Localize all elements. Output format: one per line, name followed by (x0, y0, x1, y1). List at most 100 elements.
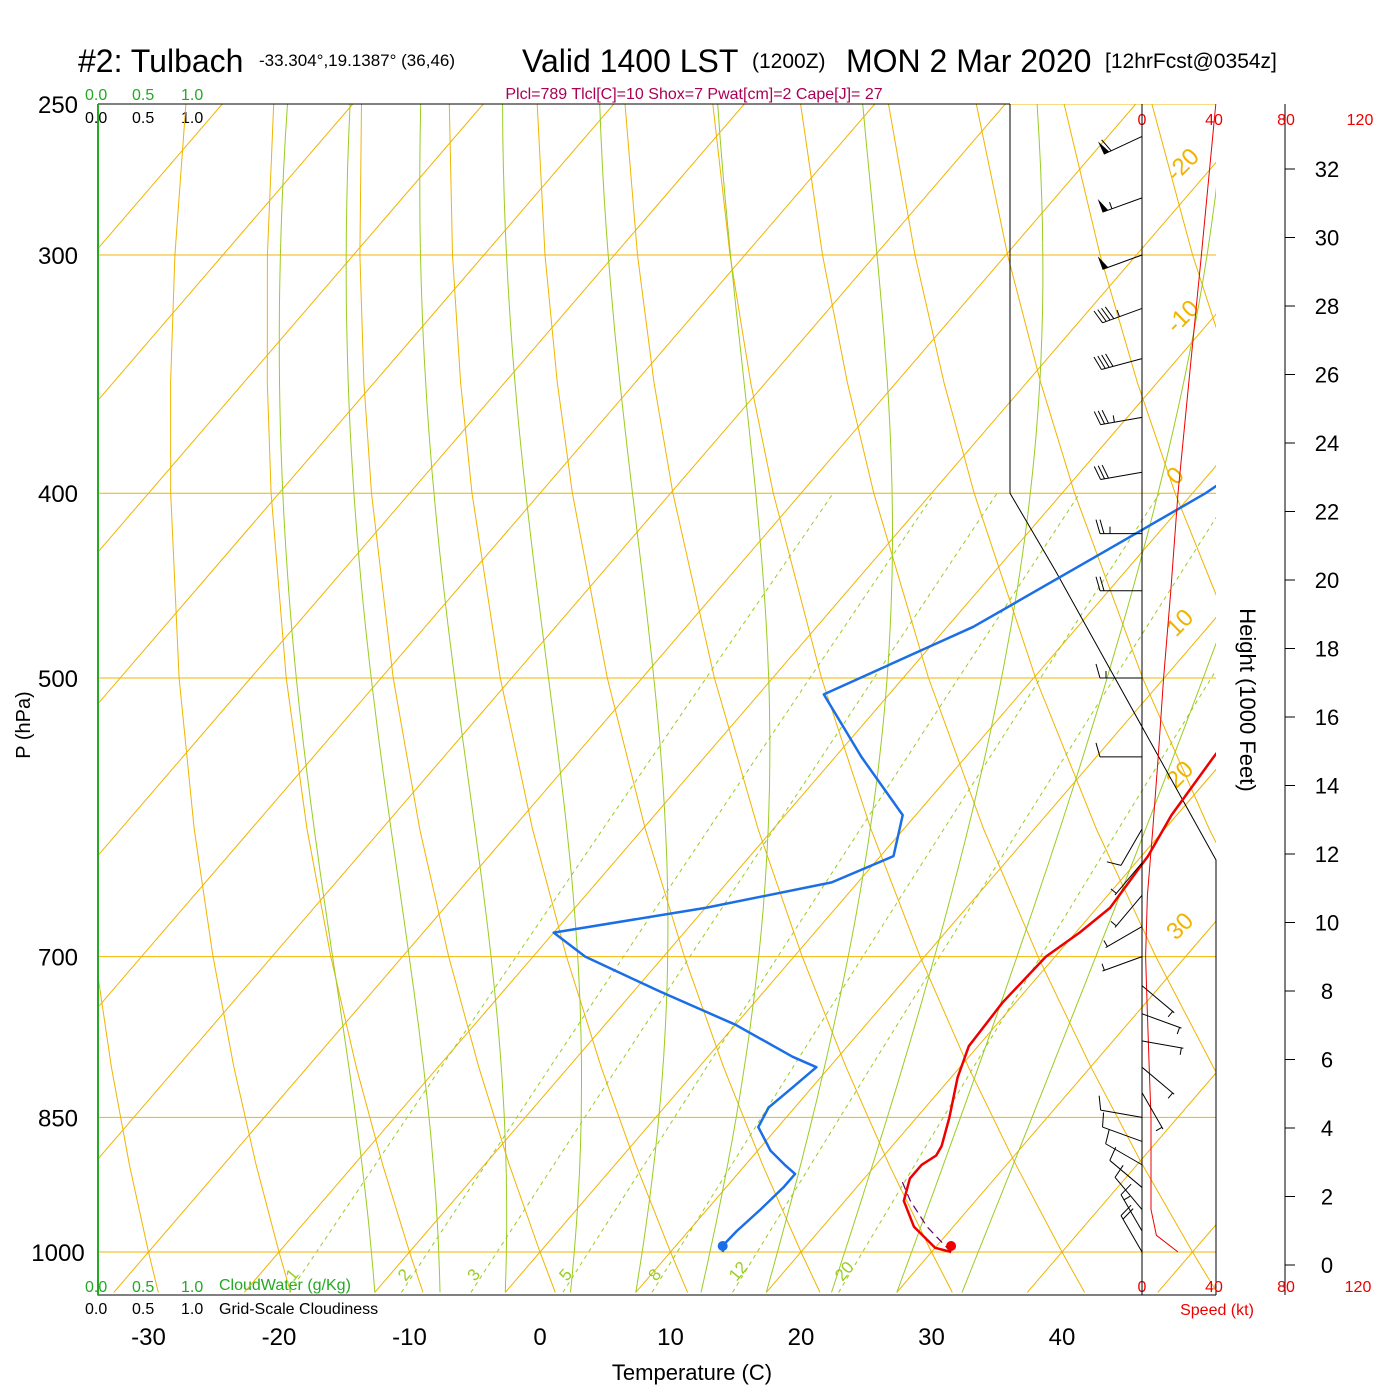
temperature-line (902, 751, 1216, 1254)
wind-barb (1114, 1165, 1143, 1210)
wind-barb-flag (1102, 1112, 1105, 1128)
wind-barb (1095, 742, 1142, 758)
wind-barb-staff (1141, 985, 1175, 1014)
wind-barb-flag (1093, 356, 1102, 370)
height-tick-label: 4 (1321, 1116, 1333, 1141)
height-tick-label: 6 (1321, 1048, 1333, 1073)
moist-adiabat-line (831, 104, 1044, 1293)
pressure-tick-label: 850 (38, 1105, 78, 1132)
wind-barb (1106, 828, 1143, 866)
title-station: #2: Tulbach (78, 43, 243, 79)
pressure-tick-label: 300 (38, 243, 78, 270)
wind-barb-half-flag (1110, 888, 1117, 894)
moist-adiabat-line (345, 104, 441, 1293)
title-date: MON 2 Mar 2020 (846, 43, 1091, 79)
isotherm-line (98, 104, 745, 857)
wind-barb-pennant (1098, 141, 1110, 155)
wind-barb-flag (1122, 1208, 1134, 1220)
isotherm-line (113, 104, 1137, 1293)
cloudiness-scale-bottom-1: 0.5 (132, 1301, 154, 1318)
isotherm-line (98, 104, 615, 705)
temperature-tick-label: -30 (131, 1324, 166, 1351)
height-tick-label: 24 (1315, 431, 1339, 456)
wind-barb (1141, 1092, 1164, 1132)
height-tick-label: 18 (1315, 637, 1339, 662)
isotherm-line (98, 104, 354, 402)
wind-barb-flag (1101, 139, 1112, 152)
wind-barb-staff (1102, 1126, 1143, 1142)
wind-barb (1097, 254, 1143, 270)
isotherm-line (635, 616, 1216, 1293)
cloudiness-scale-bottom-2: 1.0 (181, 1301, 203, 1318)
cloudiness-scale-bottom: 0.0 0.5 1.0 Grid-Scale Cloudiness (85, 1301, 378, 1318)
wind-barb-half-flag (1116, 309, 1120, 317)
dry-adiabat-line (1151, 104, 1216, 329)
mixing-ratio-line (288, 492, 834, 1293)
wind-barb-flag (1120, 1204, 1132, 1216)
data-series (552, 484, 1216, 1254)
moist-adiabat-line (502, 104, 582, 1293)
mixing-ratio-line (470, 492, 998, 1293)
wind-barb-flag (1097, 309, 1107, 322)
speed-tick-label-bottom: 40 (1205, 1279, 1223, 1296)
wind-barb-staff (1102, 197, 1143, 213)
wind-barb-half-flag (1176, 1027, 1181, 1035)
isotherm-label: -10 (1161, 295, 1205, 339)
cloudiness-scale-2: 1.0 (181, 110, 203, 127)
wind-barb (1109, 1146, 1143, 1188)
moist-adiabat-line (599, 104, 669, 1293)
wind-barb (1093, 409, 1143, 426)
height-tick-label: 16 (1315, 705, 1339, 730)
wind-barb-staff (1114, 894, 1143, 928)
wind-barb-half-flag (1167, 1011, 1174, 1018)
wind-barb-flag (1093, 466, 1102, 480)
dry-adiabat-line (536, 104, 821, 1293)
wind-barb (1098, 1095, 1143, 1118)
isotherm-line (98, 104, 876, 1008)
temperature-tick-label: 40 (1049, 1324, 1076, 1351)
wind-barb-half-flag (1123, 1195, 1131, 1201)
moist-adiabat-line (961, 642, 1216, 1293)
wind-barb-staff (1120, 1215, 1143, 1253)
cloudwater-scale-bottom: 0.0 0.5 1.0 CloudWater (g/Kg) (85, 1277, 351, 1296)
wind-barb-flag (1101, 354, 1110, 368)
wind-barb-staff (1101, 358, 1143, 370)
temperature-tick-label: -20 (262, 1324, 297, 1351)
moist-adiabat-line (278, 104, 376, 1293)
wind-barb (1110, 862, 1143, 896)
isotherm-label: 30 (1161, 907, 1199, 945)
wind-barb-staff (1114, 862, 1143, 896)
cloudwater-scale-bottom-1: 0.5 (132, 1279, 154, 1296)
wind-barb-staff (1109, 1160, 1143, 1188)
wind-barb-staff (1102, 956, 1143, 972)
wind-barb-staff (1120, 828, 1143, 866)
surface-temperature-marker (946, 1241, 957, 1251)
wind-barb-flag (1098, 1095, 1102, 1111)
wind-barb-staff (1120, 1194, 1143, 1232)
wind-barb (1141, 1066, 1175, 1099)
frame-right (1009, 104, 1217, 1295)
wind-barb-flag (1095, 742, 1101, 758)
height-tick-label: 28 (1315, 294, 1339, 319)
dry-adiabat-line (266, 104, 424, 1293)
dry-adiabat-line (98, 104, 159, 1293)
wind-barb-half-flag (1179, 1047, 1182, 1055)
dry-adiabat-line (448, 104, 689, 1293)
dry-adiabat-line (359, 104, 556, 1293)
wind-barb (1093, 353, 1143, 370)
dry-adiabat-line (1328, 104, 1400, 1292)
wind-profile (1093, 103, 1217, 1295)
height-tick-label: 22 (1315, 500, 1339, 525)
height-tick-label: 26 (1315, 363, 1339, 388)
parcel-line (900, 1178, 952, 1253)
isotherm-line (765, 768, 1216, 1293)
dry-adiabat-line (1240, 104, 1400, 1292)
wind-barb (1095, 663, 1142, 679)
title-zulu: (1200Z) (752, 50, 826, 73)
wind-barb-flag (1095, 576, 1101, 591)
wind-barb (1110, 894, 1143, 928)
wind-barb-flag (1101, 409, 1109, 424)
wind-barb-flag (1099, 519, 1105, 534)
speed-tick-label-bottom: 80 (1277, 1279, 1295, 1296)
